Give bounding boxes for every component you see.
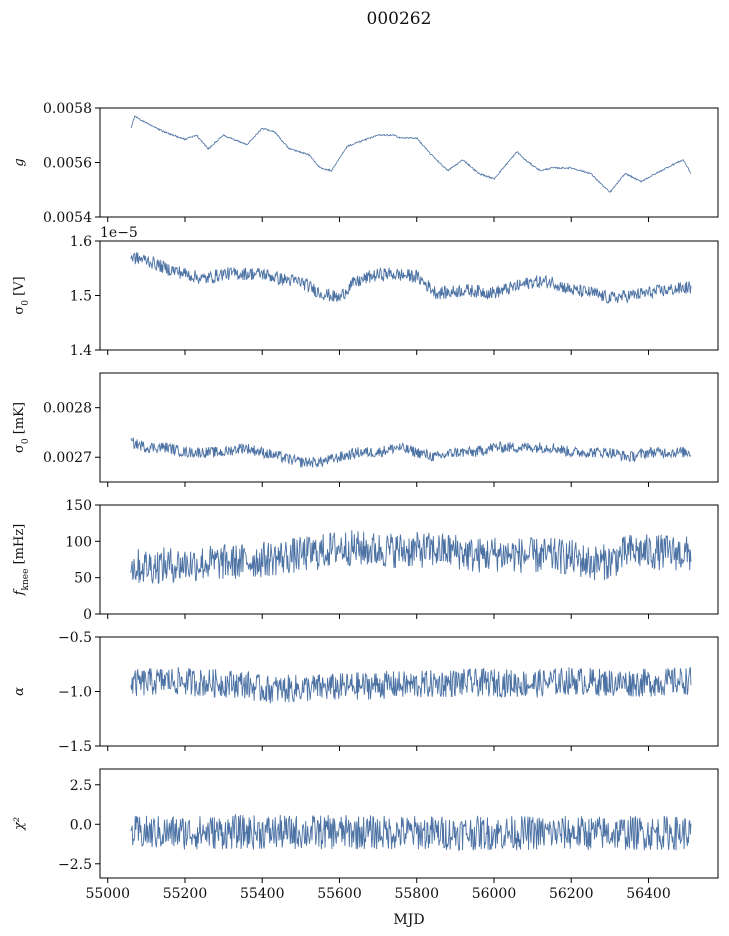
x-tick-label: 55400 xyxy=(240,886,285,902)
y-axis-label-fknee: fknee [mHz] xyxy=(12,524,31,597)
y-tick-label: −1.5 xyxy=(58,739,92,755)
x-axis-label: MJD xyxy=(393,912,424,928)
y-tick-label: −1.0 xyxy=(58,685,92,701)
series-line-fknee xyxy=(130,530,692,584)
y-tick-label: 2.5 xyxy=(70,778,92,794)
x-tick-label: 55600 xyxy=(317,886,362,902)
y-axis-label-sigma0_V: σ0 [V] xyxy=(12,276,31,314)
y-tick-label: 0 xyxy=(83,607,92,623)
y-tick-label: −0.5 xyxy=(58,630,92,646)
series-line-sigma0_V xyxy=(130,252,692,304)
axes-frame-chi2 xyxy=(99,768,719,879)
y-tick-label: 1.6 xyxy=(70,234,92,250)
y-tick-label: 0.0058 xyxy=(43,101,92,117)
x-tick-label: 55800 xyxy=(394,886,439,902)
y-axis-label-sigma0_mK: σ0 [mK] xyxy=(12,402,31,453)
y-tick-label: 0.0054 xyxy=(43,210,92,226)
x-tick-label: 56200 xyxy=(549,886,594,902)
y-tick-label: 0.0028 xyxy=(43,401,92,417)
axes-frame-g xyxy=(99,107,719,218)
y-tick-label: 50 xyxy=(74,571,92,587)
x-tick-label: 56400 xyxy=(626,886,671,902)
x-tick-label: 56000 xyxy=(472,886,517,902)
panel-alpha: −1.5 −1.0 −0.5 α xyxy=(12,630,719,755)
panel-fknee: 0 50 100 150 fknee [mHz] xyxy=(12,498,719,623)
y-axis-label-alpha: α xyxy=(12,687,27,696)
series-line-chi2 xyxy=(130,813,692,852)
y-tick-label: −2.5 xyxy=(58,857,92,873)
y-offset-label: 1e−5 xyxy=(100,225,138,241)
axes-frame-fknee xyxy=(99,504,719,615)
y-tick-label: 0.0 xyxy=(70,817,92,833)
series-line-g xyxy=(130,115,692,193)
axes-frame-sigma0_mK xyxy=(99,372,719,483)
x-tick-label: 55200 xyxy=(163,886,208,902)
y-tick-label: 1.4 xyxy=(70,343,92,359)
y-axis-label-g: g xyxy=(12,158,27,166)
y-tick-label: 0.0056 xyxy=(43,156,92,172)
y-axis-label-chi2: χ² xyxy=(12,817,27,831)
series-line-alpha xyxy=(130,667,692,704)
y-tick-label: 0.0027 xyxy=(43,450,92,466)
y-tick-label: 100 xyxy=(65,534,92,550)
panel-g: 0.0054 0.0056 0.0058 g xyxy=(12,101,719,226)
y-tick-label: 1.5 xyxy=(70,289,92,305)
panel-chi2: −2.5 0.0 2.5 55000 55200 55400 55600 55800 56000… xyxy=(12,768,719,902)
axes-frame-alpha xyxy=(99,636,719,747)
panel-sigma0_mK: 0.0027 0.0028 σ0 [mK] xyxy=(12,372,719,487)
panel-sigma0_V: 1.4 1.5 1.6 σ0 [V] 1e−5 xyxy=(12,225,719,359)
figure-title: 000262 xyxy=(367,9,432,29)
x-tick-label: 55000 xyxy=(85,886,130,902)
y-tick-label: 150 xyxy=(65,498,92,514)
series-line-sigma0_mK xyxy=(130,437,692,468)
